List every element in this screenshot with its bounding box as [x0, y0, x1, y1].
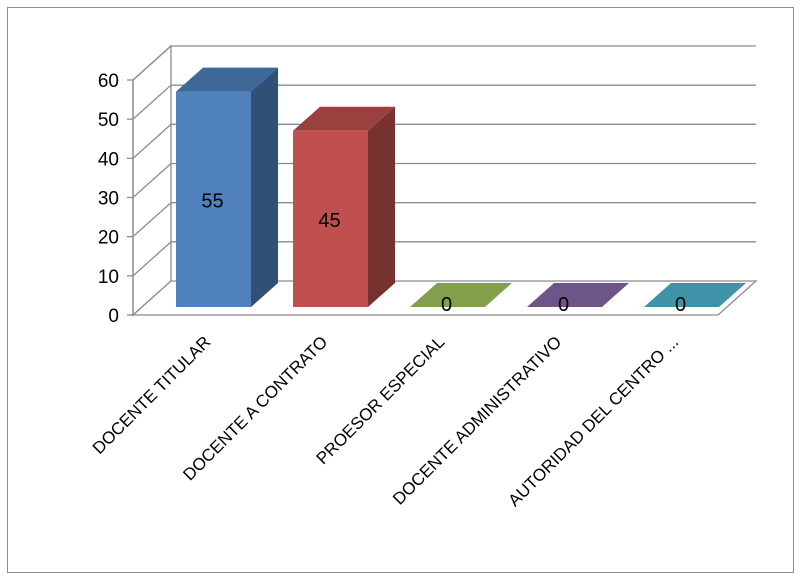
gridline [132, 84, 756, 120]
category-label: PROESOR ESPECIAL [313, 332, 449, 468]
y-tick-label: 30 [98, 189, 119, 210]
y-tick-label: 40 [98, 149, 119, 170]
bar-flat [410, 283, 512, 307]
bar [410, 283, 512, 307]
gridline [132, 202, 756, 238]
bar-top [293, 106, 395, 131]
y-tick-label: 20 [98, 228, 119, 249]
data-labels: 55 45 0 0 0 [201, 190, 686, 316]
category-label: DOCENTE TITULAR [89, 332, 214, 457]
bars [176, 67, 746, 307]
bar-front [293, 130, 368, 307]
gridline [132, 162, 756, 198]
y-tick-label: 0 [108, 306, 119, 327]
bar-side [368, 106, 395, 307]
y-tick-label: 10 [98, 267, 119, 288]
bar-flat [527, 283, 629, 307]
gridlines [132, 45, 756, 277]
bar-front [176, 91, 251, 307]
bar [176, 67, 278, 307]
bar-flat [644, 283, 746, 307]
y-tick-label: 60 [98, 71, 119, 92]
data-label: 0 [441, 294, 452, 316]
bar [644, 283, 746, 307]
bar [527, 283, 629, 307]
gridline [132, 45, 756, 81]
y-tick-label: 50 [98, 110, 119, 131]
data-label: 0 [558, 294, 569, 316]
data-label: 55 [201, 190, 223, 212]
gridline [132, 123, 756, 159]
data-label: 0 [675, 294, 686, 316]
bar-side [251, 67, 278, 307]
bar-top [176, 67, 278, 92]
bar [293, 106, 395, 307]
gridline [132, 241, 756, 277]
y-axis: 0 10 20 30 40 50 60 [98, 71, 134, 327]
data-label: 45 [318, 210, 340, 232]
